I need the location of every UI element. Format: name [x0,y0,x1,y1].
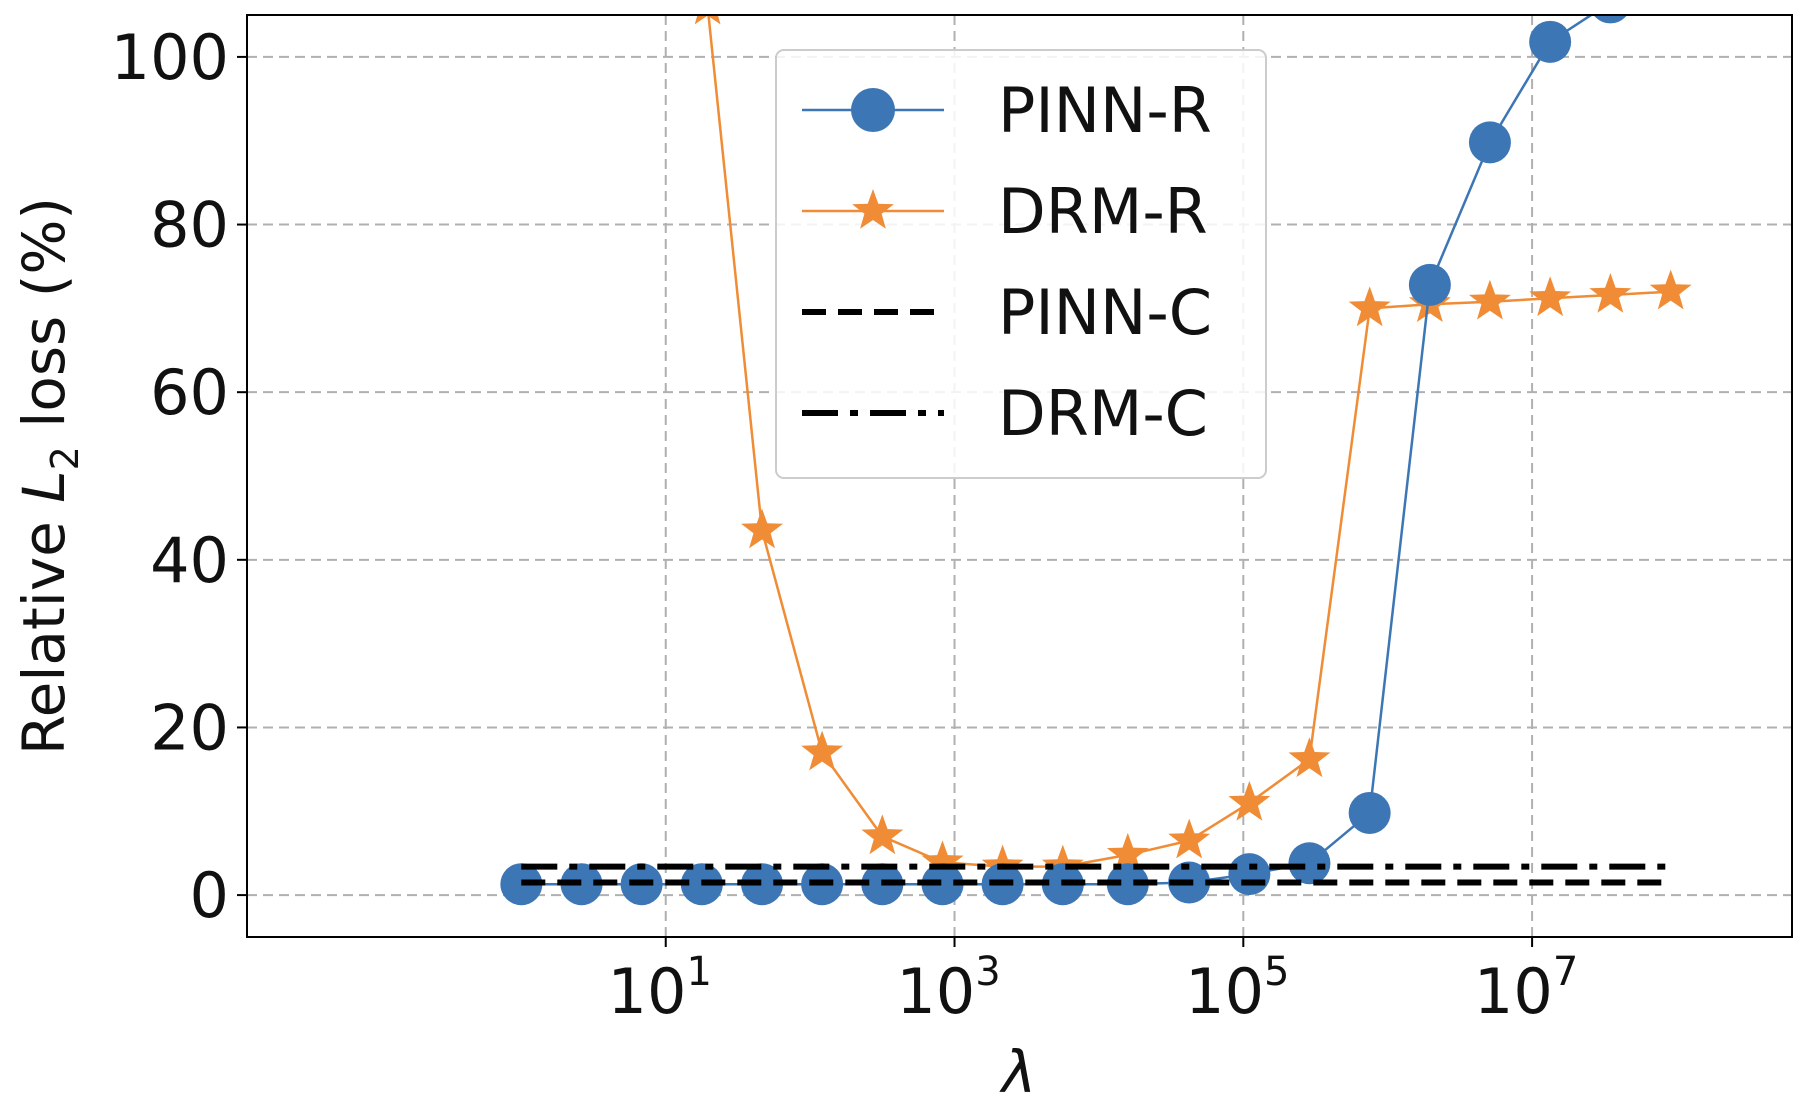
legend-entry-drm-c: DRM-C [802,377,1208,450]
legend-label-drm-r: DRM-R [998,175,1208,248]
y-axis-label-variable: L [10,470,78,502]
legend-box [775,49,1267,479]
data-point-drm-r [1649,269,1692,310]
x-tick-label: 103 [896,949,1000,1028]
legend-label-pinn-c: PINN-C [998,276,1212,349]
data-point-drm-r [1469,279,1511,320]
y-tick-label: 0 [190,859,229,932]
legend-entries: PINN-R DRM-R PINN-C DRM-C [802,74,1212,450]
data-point-pinn-r [921,863,964,906]
plot-frame [246,14,1793,938]
data-point-drm-r [1228,780,1271,821]
data-point-pinn-r [1408,263,1451,306]
legend-entry-pinn-c: PINN-C [802,276,1212,349]
data-point-drm-r [801,730,843,771]
data-point-drm-r [694,15,721,25]
legend-marker-drm-r [852,189,894,229]
data-point-pinn-r [560,863,603,906]
data-point-pinn-r [1228,853,1271,896]
data-point-drm-r [1348,286,1391,327]
data-point-drm-r [1106,832,1149,873]
x-tick-base: 10 [1474,955,1553,1028]
x-axis-label: λ [999,1038,1036,1106]
x-tick-base: 10 [896,955,975,1028]
x-tick-exponent: 7 [1553,949,1578,995]
y-tick-label: 100 [111,21,229,94]
x-tick-base: 10 [1185,955,1264,1028]
y-axis-label-prefix: Relative [10,503,78,755]
y-tick-label: 20 [150,691,229,764]
data-point-drm-r [1589,273,1632,313]
data-point-pinn-r [1288,842,1331,885]
x-tick-label: 105 [1185,949,1289,1028]
y-axis-label: Relative L2 loss (%) [10,197,87,755]
legend: PINN-R DRM-R PINN-C DRM-C [775,49,1267,479]
legend-label-drm-c: DRM-C [998,377,1208,450]
data-point-drm-r [921,840,964,881]
x-tick-exponent: 1 [686,949,711,995]
x-tick-label: 101 [608,949,712,1028]
y-tick-label: 40 [150,524,229,597]
series-pinn-r [500,15,1628,906]
data-point-pinn-r [1468,121,1511,164]
y-tick-label: 60 [150,356,229,429]
data-point-pinn-r [1529,20,1572,63]
x-tick-label: 107 [1474,949,1578,1028]
data-point-drm-r [1529,276,1572,317]
x-tick-base: 10 [608,955,687,1028]
x-tick-exponent: 5 [1264,949,1289,995]
data-point-drm-r [1288,737,1331,778]
legend-entry-pinn-r: PINN-R [802,74,1212,147]
series-layer [500,15,1692,906]
data-point-drm-r [1168,818,1211,859]
data-point-pinn-r [1348,791,1391,834]
legend-label-pinn-r: PINN-R [998,74,1212,147]
y-axis-label-suffix: loss (%) [10,197,78,446]
data-point-pinn-r [741,863,784,906]
legend-marker-pinn-r [851,88,895,132]
data-point-pinn-r [1106,863,1149,906]
data-point-drm-r [861,814,904,855]
x-tick-exponent: 3 [975,949,1000,995]
y-axis-label-subscript: 2 [43,446,87,470]
data-point-drm-r [741,508,783,549]
data-point-pinn-r [1593,15,1628,24]
y-tick-label: 80 [150,189,229,262]
legend-entry-drm-r: DRM-R [802,175,1208,248]
